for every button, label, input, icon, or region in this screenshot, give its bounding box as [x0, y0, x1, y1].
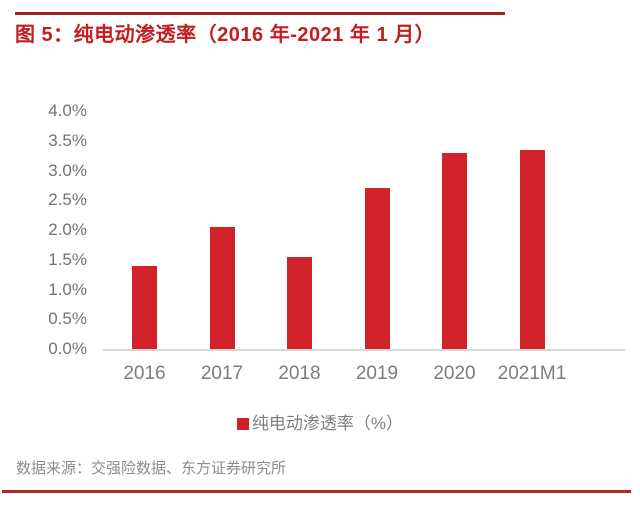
y-tick-label: 3.5% [48, 130, 87, 150]
x-tick-label: 2016 [123, 363, 166, 384]
bar-2019 [364, 188, 390, 349]
legend-label: 纯电动渗透率（%） [251, 414, 404, 433]
figure-title: 图 5：纯电动渗透率（2016 年-2021 年 1 月） [15, 24, 436, 46]
x-tick-label: 2021M1 [497, 363, 567, 384]
x-tick-label: 2017 [200, 363, 244, 384]
bar-2018 [287, 256, 312, 349]
bar-2017 [209, 227, 235, 349]
x-axis: 2016 2017 2018 2019 2020 2021M1 [0, 362, 640, 388]
bottom-divider [2, 490, 631, 493]
bar-2016 [132, 265, 157, 349]
y-tick-label: 2.5% [48, 190, 87, 210]
top-divider [15, 12, 505, 15]
source-note: 数据来源：交强险数据、东方证券研究所 [16, 460, 287, 477]
y-tick-label: 1.0% [48, 279, 87, 299]
y-tick-label: 1.5% [48, 249, 87, 269]
y-axis: 4.0% 3.5% 3.0% 2.5% 2.0% 1.5% 1.0% 0.5% 0.0% [0, 101, 87, 358]
y-tick-label: 2.0% [48, 220, 87, 239]
x-tick-label: 2020 [433, 363, 476, 384]
plot-area [103, 111, 625, 351]
legend-swatch-icon [236, 418, 249, 430]
y-tick-label: 4.0% [48, 101, 87, 120]
y-tick-label: 3.0% [48, 160, 87, 180]
legend: 纯电动渗透率（%） [0, 413, 640, 435]
x-tick-label: 2018 [278, 363, 321, 384]
bar-2020 [442, 152, 467, 349]
y-tick-label: 0.5% [48, 309, 87, 329]
y-tick-label: 0.0% [48, 339, 87, 358]
bar-2021M1 [519, 149, 545, 349]
x-tick-label: 2019 [355, 363, 399, 384]
